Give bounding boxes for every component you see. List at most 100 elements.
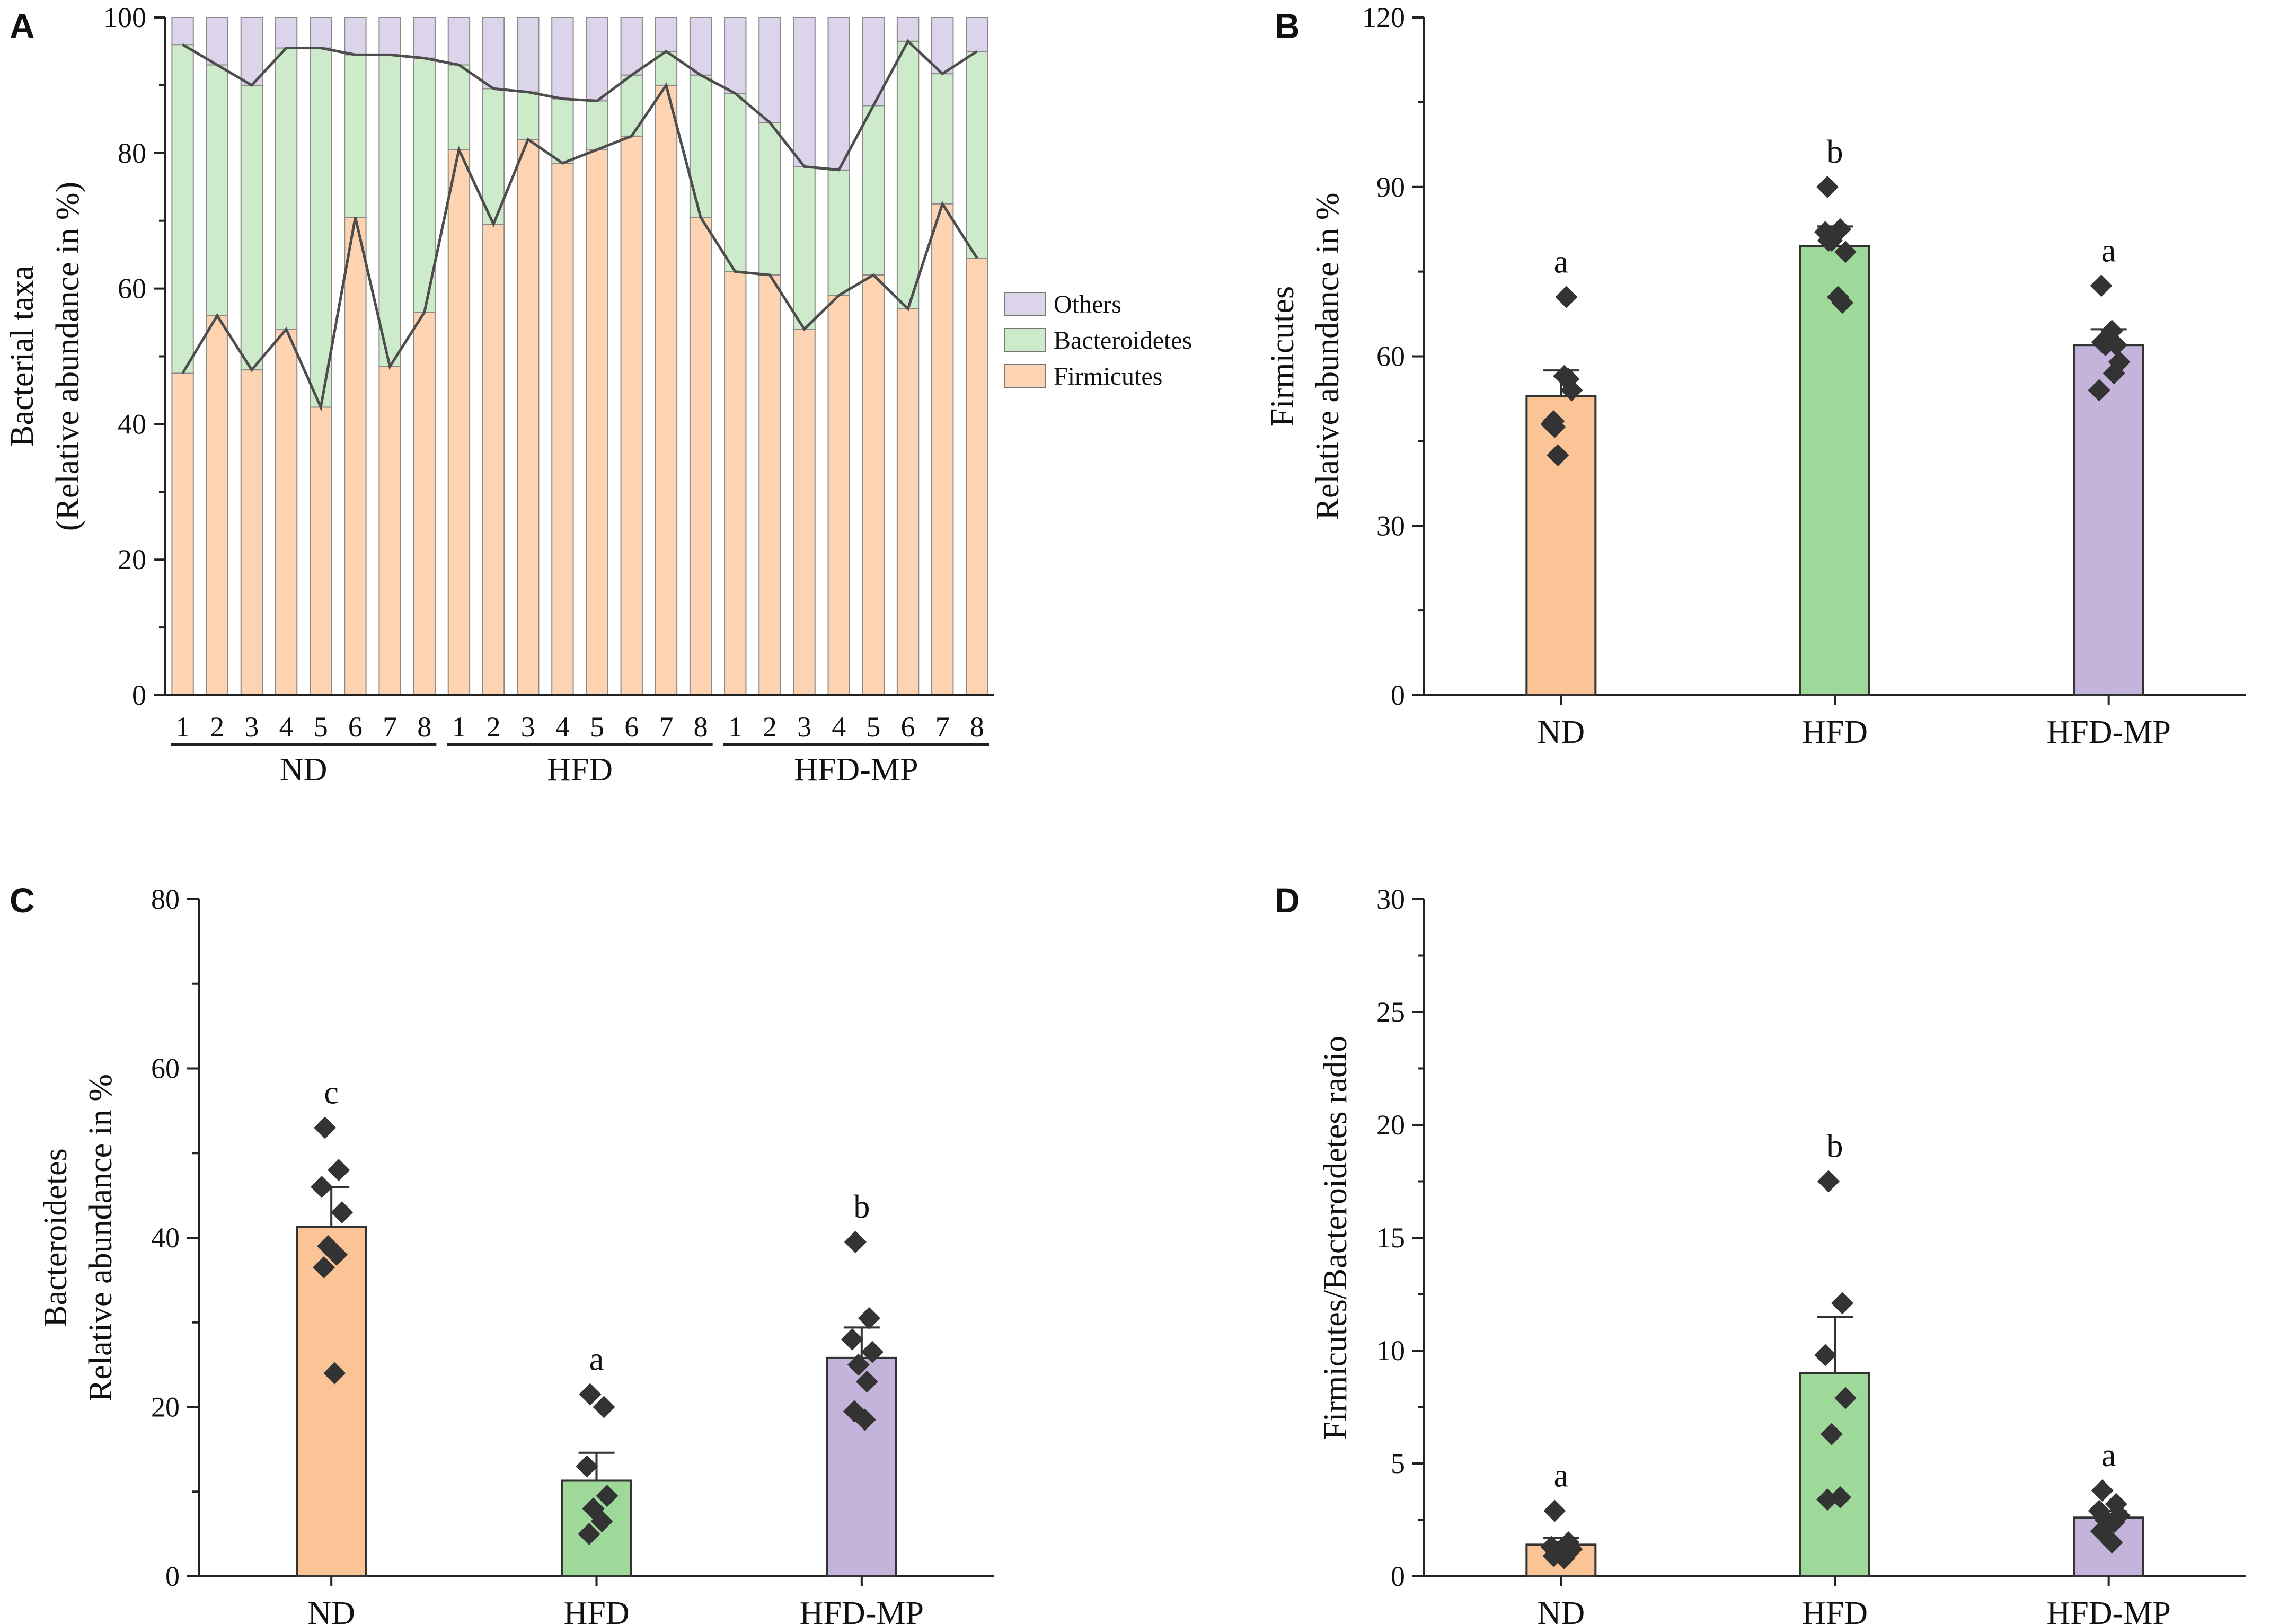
y-tick-label: 100	[103, 2, 146, 33]
data-point	[1553, 365, 1576, 387]
sample-label: 8	[970, 711, 984, 743]
firmicutes-segment	[689, 217, 712, 696]
firmicutes-segment	[206, 315, 228, 696]
firmicutes-line	[181, 82, 978, 412]
group-label: ND	[280, 752, 328, 788]
firmicutes-segment	[447, 149, 471, 696]
y-tick-label: 15	[1376, 1222, 1405, 1254]
significance-letter: a	[1554, 244, 1569, 280]
legend-label: Bacteroidetes	[1054, 326, 1192, 354]
bacteroidetes-segment	[275, 47, 298, 330]
others-segment	[655, 17, 678, 52]
sample-label: 6	[901, 711, 915, 743]
data-point	[576, 1455, 598, 1478]
sample-label: 8	[417, 711, 431, 743]
data-point	[1817, 1170, 1840, 1193]
x-category-label: HFD-MP	[800, 1595, 924, 1624]
firmicutes-segment	[482, 224, 505, 696]
data-point	[861, 1341, 884, 1363]
firmicutes-segment	[171, 372, 194, 696]
y-tick-label: 40	[151, 1222, 180, 1254]
y-axis-title: Firmicutes	[1265, 286, 1301, 427]
y-tick-label: 60	[118, 273, 146, 305]
significance-letter: b	[853, 1189, 870, 1225]
others-segment	[586, 17, 608, 102]
firmicutes-segment	[655, 84, 678, 696]
others-segment	[275, 17, 298, 49]
firmicutes-segment	[724, 271, 747, 696]
data-point	[1543, 1499, 1566, 1522]
others-segment	[517, 17, 540, 93]
mean-bar	[2073, 344, 2144, 696]
data-point	[328, 1159, 350, 1182]
data-point	[1553, 1547, 1576, 1569]
firmicutes-segment	[620, 135, 643, 696]
firmicutes-segment	[378, 366, 401, 696]
data-point	[331, 1201, 354, 1224]
bacteroidetes-segment	[586, 100, 608, 150]
data-point	[579, 1383, 602, 1406]
sample-label: 8	[694, 711, 708, 743]
data-point	[2088, 379, 2110, 402]
group-label: HFD-MP	[794, 752, 918, 788]
y-tick-label: 10	[1376, 1335, 1405, 1366]
significance-letter: a	[2101, 1437, 2116, 1474]
sample-label: 4	[279, 711, 294, 743]
sample-label: 6	[624, 711, 639, 743]
others-segment	[378, 17, 401, 56]
panel-letter-b: B	[1275, 6, 1300, 46]
others-segment	[724, 17, 747, 94]
bacteroidetes-segment	[896, 40, 920, 309]
bacteroidetes-segment	[758, 122, 781, 276]
others-segment	[758, 17, 781, 123]
sample-label: 2	[487, 711, 501, 743]
bacteroidetes-segment	[240, 84, 263, 371]
others-segment	[482, 17, 505, 90]
data-point	[844, 1230, 867, 1253]
x-category-label: ND	[1538, 714, 1585, 750]
data-point	[596, 1485, 619, 1507]
others-segment	[310, 17, 332, 49]
data-point	[1829, 218, 1851, 241]
bacteroidetes-segment	[793, 166, 816, 330]
x-category-label: HFD	[1802, 1595, 1868, 1624]
y-tick-label: 0	[132, 679, 146, 711]
significance-letter: c	[324, 1075, 339, 1111]
firmicutes-segment	[413, 312, 436, 696]
data-point	[1834, 241, 1857, 263]
others-segment	[689, 17, 712, 76]
legend-label: Firmicutes	[1054, 362, 1162, 391]
data-point	[1821, 1423, 1843, 1445]
bacteroidetes-line	[182, 39, 978, 172]
firmicutes-segment	[896, 308, 920, 696]
y-tick-label: 60	[1376, 341, 1405, 372]
legend-label: Others	[1054, 290, 1121, 318]
y-axis-d: 0 5 10 15 20 25 30	[1376, 883, 1425, 1592]
firmicutes-segment	[827, 295, 850, 696]
sample-label: 3	[521, 711, 535, 743]
data-point	[1816, 1488, 1839, 1511]
others-segment	[966, 17, 988, 52]
firmicutes-segment	[344, 217, 367, 696]
mean-bar	[826, 1356, 897, 1577]
data-point	[841, 1328, 863, 1351]
data-point	[311, 1176, 333, 1199]
sample-label: 4	[555, 711, 570, 743]
significance-letter: b	[1827, 134, 1843, 170]
y-tick-label: 120	[1362, 2, 1405, 33]
y-tick-label: 30	[1376, 883, 1405, 915]
bacteroidetes-segment	[447, 64, 471, 150]
others-segment	[413, 17, 436, 59]
panel-letter-d: D	[1275, 881, 1300, 920]
x-category-label: HFD-MP	[2047, 714, 2171, 750]
y-tick-label: 0	[165, 1560, 180, 1592]
y-axis-subtitle: Relative abundance in %	[1310, 192, 1346, 520]
sample-label: 2	[210, 711, 224, 743]
others-segment	[620, 17, 643, 76]
data-point	[2091, 1479, 2114, 1502]
sample-label: 7	[383, 711, 397, 743]
data-point	[313, 1256, 335, 1279]
y-axis-title: Firmicutes/Bacteroidetes radio	[1318, 1036, 1354, 1440]
firmicutes-segment	[275, 329, 298, 696]
